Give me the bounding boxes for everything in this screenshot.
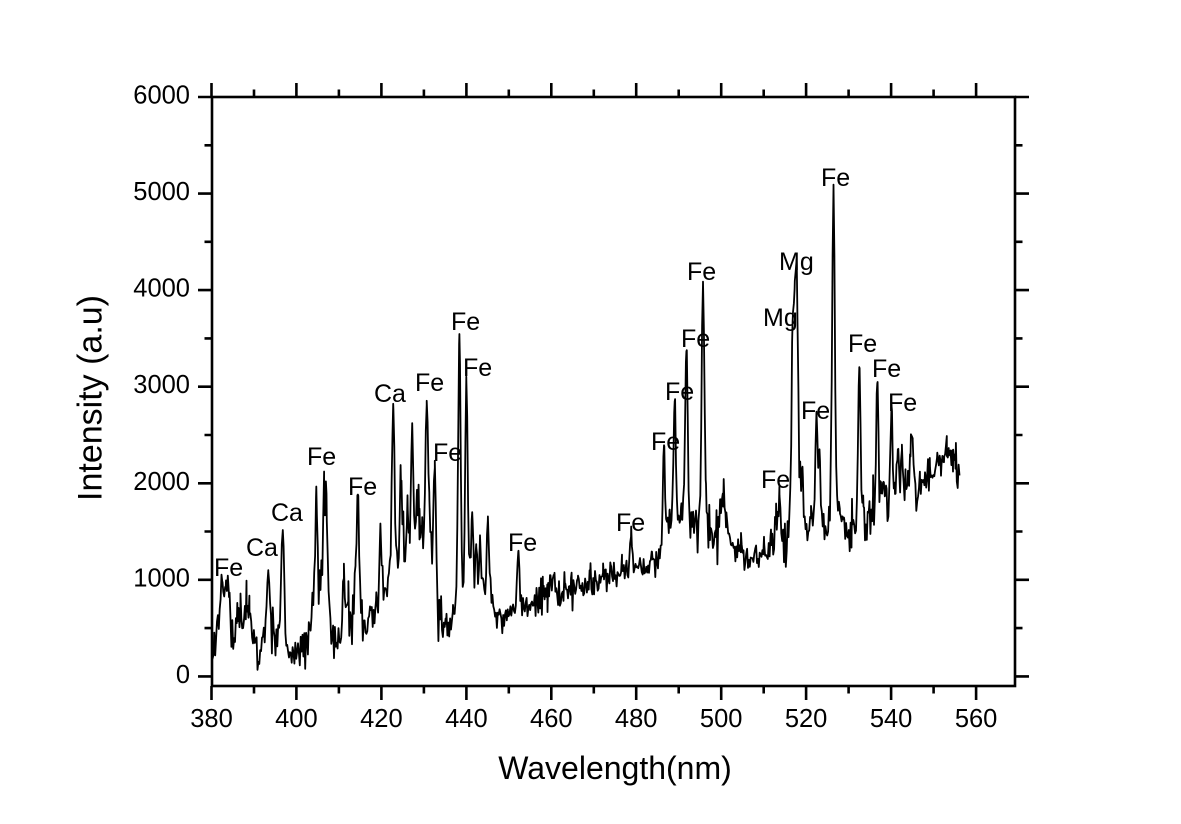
svg-text:Fe: Fe <box>348 473 377 501</box>
svg-text:Fe: Fe <box>214 554 243 582</box>
svg-text:Intensity (a.u): Intensity (a.u) <box>72 295 110 501</box>
svg-text:Fe: Fe <box>848 330 877 358</box>
svg-text:540: 540 <box>870 705 913 733</box>
svg-text:480: 480 <box>615 705 658 733</box>
svg-text:440: 440 <box>445 705 488 733</box>
svg-text:Fe: Fe <box>681 325 710 353</box>
svg-text:Fe: Fe <box>651 428 680 456</box>
svg-text:Fe: Fe <box>687 258 716 286</box>
svg-text:Mg: Mg <box>763 304 798 332</box>
svg-text:2000: 2000 <box>133 468 190 496</box>
svg-text:Fe: Fe <box>801 397 830 425</box>
svg-text:400: 400 <box>275 705 318 733</box>
svg-text:6000: 6000 <box>133 82 190 110</box>
svg-text:Fe: Fe <box>508 529 537 557</box>
svg-text:Fe: Fe <box>463 354 492 382</box>
svg-text:Mg: Mg <box>779 248 814 276</box>
svg-text:Ca: Ca <box>374 380 406 408</box>
svg-text:Fe: Fe <box>888 389 917 417</box>
svg-text:500: 500 <box>700 705 743 733</box>
svg-text:5000: 5000 <box>133 178 190 206</box>
svg-text:3000: 3000 <box>133 371 190 399</box>
svg-text:Fe: Fe <box>821 164 850 192</box>
svg-text:520: 520 <box>785 705 828 733</box>
svg-text:Fe: Fe <box>451 308 480 336</box>
svg-text:380: 380 <box>190 705 233 733</box>
svg-text:460: 460 <box>530 705 573 733</box>
svg-text:4000: 4000 <box>133 275 190 303</box>
svg-text:560: 560 <box>955 705 998 733</box>
svg-text:Wavelength(nm): Wavelength(nm) <box>498 750 732 786</box>
svg-text:Fe: Fe <box>872 355 901 383</box>
svg-text:0: 0 <box>176 661 190 689</box>
svg-text:1000: 1000 <box>133 564 190 592</box>
svg-text:420: 420 <box>360 705 403 733</box>
svg-text:Ca: Ca <box>246 534 278 562</box>
svg-text:Ca: Ca <box>271 499 303 527</box>
svg-text:Fe: Fe <box>415 369 444 397</box>
svg-text:Fe: Fe <box>307 443 336 471</box>
svg-text:Fe: Fe <box>665 378 694 406</box>
svg-text:Fe: Fe <box>616 509 645 537</box>
svg-text:Fe: Fe <box>433 439 462 467</box>
svg-text:Fe: Fe <box>761 466 790 494</box>
